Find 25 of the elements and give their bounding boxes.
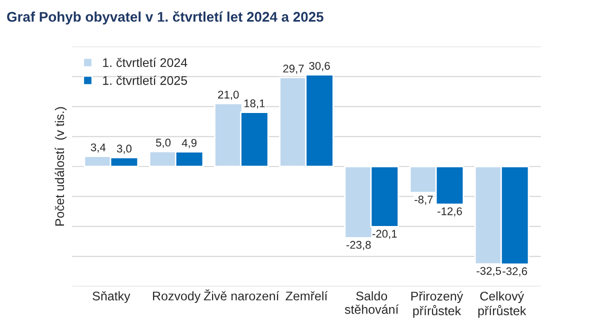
data-label: 3,0	[116, 144, 132, 154]
data-label: -8,7	[414, 196, 433, 205]
data-label: -32,5	[476, 266, 502, 276]
legend-label: 1. čtvrtletí 2025	[103, 76, 188, 85]
data-label: -23,8	[346, 240, 371, 250]
legend-label: 1. čtvrtletí 2024	[103, 58, 188, 68]
data-label: -12,6	[438, 207, 462, 217]
data-label: -32,6	[502, 267, 528, 276]
x-tick-label: Přirozený přírůstek	[411, 291, 464, 318]
x-tick-label: Zemřelí	[286, 291, 328, 300]
data-label: 3,4	[90, 143, 106, 153]
data-label: 5,0	[156, 138, 171, 148]
x-tick-label: Sňatky	[92, 291, 130, 303]
data-label: 29,7	[283, 64, 304, 74]
y-axis-title: Počet událostí (v tis.)	[54, 107, 67, 226]
data-label: 21,0	[218, 90, 239, 100]
data-label: 18,1	[244, 99, 265, 109]
x-tick-label: Živě narození	[204, 289, 280, 300]
chart-title: Graf Pohyb obyvatel v 1. čtvrtletí let 2024 a 2025	[7, 11, 324, 24]
data-label: 4,9	[182, 138, 197, 148]
x-tick-label: Rozvody	[153, 291, 201, 303]
data-label: -20,1	[372, 230, 397, 239]
x-tick-label: Celkový přírůstek	[478, 291, 526, 318]
x-tick-label: Saldo stěhování	[344, 291, 399, 314]
data-label: 30,6	[309, 62, 330, 72]
